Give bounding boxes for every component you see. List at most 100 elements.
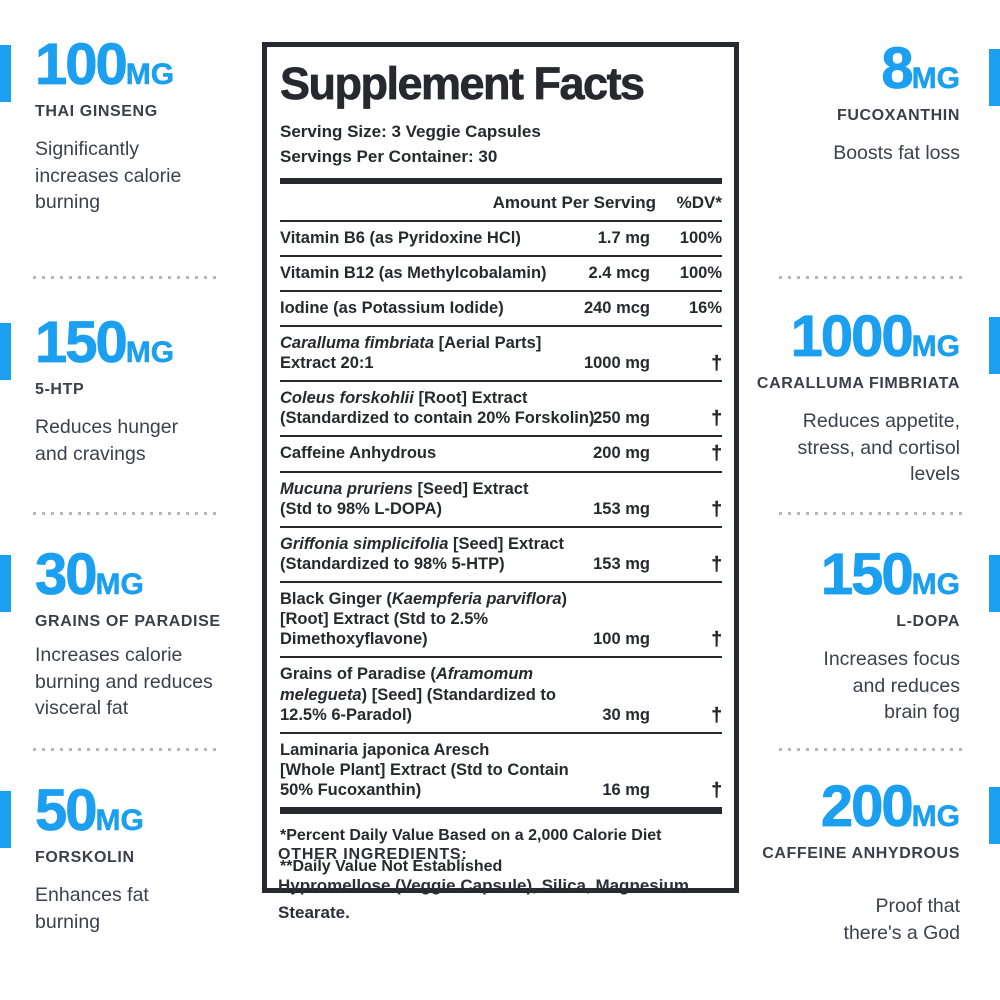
accent-bar	[0, 555, 11, 612]
row-amount: 200 mg	[593, 444, 650, 463]
ingredient-description: Reduces appetite, stress, and cortisol l…	[797, 410, 960, 486]
species-name-italic: Griffonia simplicifolia	[280, 534, 449, 553]
ingredient-name: GRAINS OF PARADISE	[35, 613, 221, 630]
row-ingredient-name: Griffonia simplicifolia [Seed] Extract (…	[280, 534, 598, 574]
callout-ldopa: 150MG L-DOPA Increases focus and reduces…	[748, 545, 1000, 726]
species-name-italic: Coleus forskohlii	[280, 389, 414, 408]
ingredient-name: CAFFEINE ANHYDROUS	[762, 845, 960, 862]
column-dv: %DV*	[676, 192, 722, 212]
row-dv-percent: 100%	[679, 263, 722, 282]
amount-value: 200	[820, 774, 914, 839]
dotted-separator	[33, 276, 221, 279]
accent-bar	[989, 317, 1000, 374]
ingredient-amount: 1000MG	[748, 307, 960, 366]
dotted-separator	[779, 276, 967, 279]
name-text: Grains of Paradise (	[280, 665, 436, 684]
amount-value: 1000	[790, 304, 914, 369]
other-ingredients: OTHER INGREDIENTS: Hypromellose (Veggie …	[278, 846, 708, 926]
species-name-italic: Mucuna pruriens	[280, 479, 413, 498]
row-ingredient-name: Coleus forskohlii [Root] Extract (Standa…	[280, 388, 598, 428]
dotted-separator	[779, 748, 967, 751]
ingredient-amount: 8MG	[748, 39, 960, 98]
table-header: Amount Per Serving %DV*	[280, 184, 722, 222]
footnote-dv-not-established: **Daily Value Not Established	[280, 858, 503, 876]
name-text: Vitamin B12 (as Methylcobalamin)	[280, 263, 547, 282]
amount-value: 100	[35, 32, 129, 97]
row-dv-dagger: †	[711, 352, 722, 375]
facts-rows: Vitamin B6 (as Pyridoxine HCl) 1.7 mg 100%…	[280, 222, 722, 808]
dotted-separator	[779, 512, 967, 515]
ingredient-description: Reduces hunger and cravings	[35, 416, 179, 465]
amount-unit: MG	[125, 58, 175, 91]
row-amount: 153 mg	[593, 554, 650, 573]
other-ingredients-heading: OTHER INGREDIENTS:	[278, 846, 468, 863]
ingredient-name: FUCOXANTHIN	[836, 107, 960, 124]
row-amount: 250 mg	[593, 409, 650, 428]
amount-value: 8	[881, 36, 914, 101]
row-amount: 2.4 mcg	[588, 263, 650, 282]
row-ingredient-name: Vitamin B12 (as Methylcobalamin)	[280, 263, 598, 283]
accent-bar	[989, 555, 1000, 612]
ingredient-amount: 150MG	[35, 313, 252, 372]
row-dv-dagger: †	[711, 408, 722, 430]
row-dv-dagger: †	[711, 553, 722, 576]
callout-grains-of-paradise: 30MG GRAINS OF PARADISE Increases calori…	[0, 545, 252, 722]
name-text: ) [Root] Extract (Std to 2.5% Dimethoxyf…	[280, 590, 568, 649]
amount-unit: MG	[125, 336, 175, 369]
ingredient-description: Increases calorie burning and reduces vi…	[35, 644, 213, 720]
ingredient-amount: 200MG	[748, 777, 960, 836]
divider-thick	[280, 177, 722, 184]
accent-bar	[0, 791, 11, 848]
row-dv-dagger: †	[711, 779, 722, 802]
callout-thai-ginseng: 100MG THAI GINSENG Significantly increas…	[0, 35, 252, 216]
ingredient-description: Proof that there's a God	[843, 895, 960, 944]
row-dv-dagger: †	[711, 629, 722, 651]
ingredient-description: Significantly increases calorie burning	[35, 138, 182, 214]
accent-bar	[989, 49, 1000, 106]
amount-value: 150	[820, 542, 914, 607]
row-dv-percent: 16%	[688, 298, 722, 317]
facts-row: Vitamin B12 (as Methylcobalamin) 2.4 mcg 1…	[280, 257, 722, 292]
amount-unit: MG	[95, 804, 144, 837]
facts-row: Caralluma fimbriata [Aerial Parts] Extra…	[280, 327, 722, 383]
row-ingredient-name: Caffeine Anhydrous	[280, 443, 598, 463]
ingredient-description: Increases focus and reduces brain fog	[823, 648, 960, 724]
dotted-separator	[33, 512, 221, 515]
amount-value: 30	[35, 542, 98, 607]
name-text: Black Ginger (	[280, 590, 392, 608]
name-text: [Seed] Extract (Standardized to 98% 5-HT…	[280, 534, 564, 573]
row-ingredient-name: Vitamin B6 (as Pyridoxine HCl)	[280, 228, 598, 248]
footnote-percent-dv: *Percent Daily Value Based on a 2,000 Ca…	[280, 827, 662, 845]
facts-row: Grains of Paradise (Aframomum melegueta)…	[280, 658, 722, 734]
facts-row: Griffonia simplicifolia [Seed] Extract (…	[280, 528, 722, 583]
amount-unit: MG	[911, 330, 960, 363]
row-amount: 1000 mg	[583, 354, 650, 372]
ingredient-name: THAI GINSENG	[35, 103, 158, 120]
facts-row: Vitamin B6 (as Pyridoxine HCl) 1.7 mg 100%	[280, 222, 722, 257]
row-amount: 100 mg	[593, 630, 650, 649]
row-dv-dagger: †	[711, 498, 722, 520]
ingredient-name: L-DOPA	[896, 613, 960, 630]
ingredient-description: Enhances fat burning	[35, 884, 149, 933]
ingredient-amount: 150MG	[748, 545, 960, 604]
name-text: Caffeine Anhydrous	[280, 444, 437, 463]
facts-row: Iodine (as Potassium Iodide) 240 mcg 16%	[280, 292, 722, 327]
column-amount-per-serving: Amount Per Serving	[492, 192, 656, 212]
amount-unit: MG	[911, 568, 960, 601]
accent-bar	[989, 787, 1000, 844]
accent-bar	[0, 45, 11, 102]
panel-title: Supplement Facts	[280, 58, 646, 109]
amount-value: 50	[35, 778, 98, 843]
row-dv-dagger: †	[711, 704, 722, 726]
ingredient-amount: 50MG	[35, 781, 252, 840]
accent-bar	[0, 323, 11, 380]
ingredient-amount: 30MG	[35, 545, 252, 604]
callout-caffeine-anhydrous: 200MG CAFFEINE ANHYDROUS Proof that ther…	[748, 777, 1000, 946]
row-dv-dagger: †	[711, 443, 722, 465]
callout-5htp: 150MG 5-HTP Reduces hunger and cravings	[0, 313, 252, 467]
ingredient-description: Boosts fat loss	[833, 142, 960, 164]
divider-thick	[280, 807, 722, 815]
row-ingredient-name: Laminaria japonica Aresch [Whole Plant] …	[280, 740, 598, 800]
serving-size: Serving Size: 3 Veggie Capsules	[280, 121, 541, 141]
name-text: [Seed] Extract (Std to 98% L-DOPA)	[280, 479, 529, 518]
